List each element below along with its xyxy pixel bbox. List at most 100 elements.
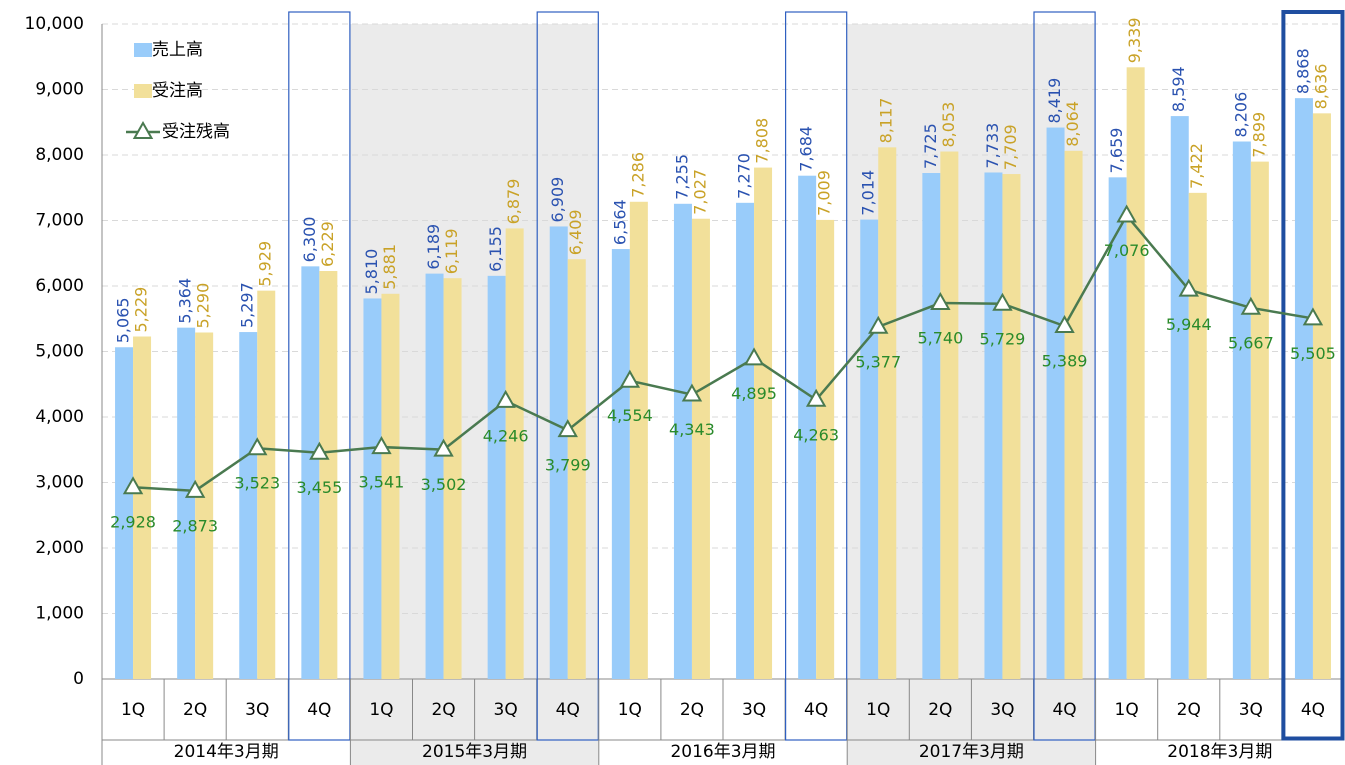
group-label: 2017年3月期 [919, 742, 1024, 762]
value-label: 4,554 [607, 406, 653, 425]
value-label: 5,297 [238, 282, 257, 328]
value-label: 6,189 [424, 224, 443, 270]
highlight-frame [536, 11, 599, 741]
highlight-frame [288, 11, 351, 741]
bar [133, 336, 152, 679]
x-tick-label: 3Q [494, 700, 518, 720]
bar [425, 273, 444, 679]
bar [860, 219, 879, 679]
y-tick-label: 10,000 [25, 14, 84, 34]
bar [1188, 192, 1207, 679]
value-label: 7,659 [1107, 128, 1126, 174]
value-label: 2,873 [172, 516, 218, 535]
y-tick-label: 0 [73, 669, 84, 689]
bar [1108, 177, 1127, 679]
marker [433, 438, 454, 457]
value-label: 8,064 [1063, 101, 1082, 147]
value-label: 8,636 [1311, 64, 1330, 110]
bar [1294, 98, 1313, 679]
value-label: 3,541 [359, 473, 405, 492]
value-label: 5,929 [256, 241, 275, 287]
x-tick-label: 3Q [1239, 700, 1263, 720]
marker [805, 388, 827, 407]
bar [1126, 67, 1145, 679]
marker [309, 441, 330, 460]
bar [1002, 174, 1021, 680]
y-tick-label: 5,000 [35, 342, 84, 362]
legend-marker [132, 120, 154, 139]
line [132, 213, 1314, 493]
marker [184, 479, 206, 498]
value-label: 5,944 [1166, 315, 1212, 334]
legend-swatch [134, 43, 152, 57]
value-label: 8,868 [1293, 48, 1312, 94]
legend-label: 受注高 [152, 81, 203, 101]
x-tick-label: 1Q [618, 700, 642, 720]
highlight-frame [1281, 10, 1345, 741]
x-tick-label: 1Q [121, 700, 145, 720]
marker [1116, 204, 1137, 223]
y-tick-label: 9,000 [35, 80, 84, 100]
y-tick-label: 1,000 [35, 604, 84, 624]
bar [239, 332, 258, 679]
value-label: 6,229 [318, 221, 337, 267]
bar [381, 293, 400, 679]
x-tick-label: 2Q [1177, 700, 1201, 720]
marker [495, 389, 516, 408]
y-tick-label: 6,000 [35, 276, 84, 296]
value-label: 3,502 [421, 475, 467, 494]
marker [1054, 314, 1075, 334]
value-label: 7,027 [690, 169, 709, 215]
marker [247, 437, 268, 456]
y-tick-label: 2,000 [35, 538, 84, 558]
group-label: 2015年3月期 [422, 742, 527, 762]
bar [301, 266, 320, 679]
value-label: 3,799 [545, 456, 591, 475]
marker [1302, 307, 1324, 326]
value-label: 7,733 [983, 123, 1002, 169]
bar [567, 259, 586, 679]
marker [371, 436, 392, 455]
bar [1046, 127, 1065, 680]
legend-label: 受注残高 [162, 122, 230, 142]
value-label: 7,009 [815, 170, 834, 216]
y-tick-label: 7,000 [35, 211, 84, 231]
value-label: 8,594 [1169, 66, 1188, 112]
value-label: 8,419 [1045, 78, 1064, 124]
value-label: 5,389 [1042, 352, 1088, 371]
bar [505, 228, 524, 679]
value-label: 7,422 [1187, 143, 1206, 189]
value-label: 7,076 [1104, 241, 1150, 260]
bar [1312, 113, 1331, 680]
value-label: 9,339 [1125, 17, 1144, 63]
bar [816, 219, 835, 679]
x-tick-label: 4Q [1301, 700, 1325, 720]
x-tick-label: 2Q [183, 700, 207, 720]
y-tick-label: 8,000 [35, 145, 84, 165]
marker [681, 383, 703, 402]
value-label: 6,300 [300, 217, 319, 263]
value-label: 6,879 [504, 179, 523, 225]
value-label: 4,263 [793, 425, 839, 444]
value-label: 7,709 [1001, 124, 1020, 170]
value-label: 5,290 [194, 283, 213, 329]
value-label: 2,928 [110, 513, 156, 532]
bar [319, 271, 338, 679]
value-label: 7,684 [797, 126, 816, 172]
bar [611, 249, 630, 680]
group-label: 2018年3月期 [1167, 742, 1272, 762]
highlight-frame [1033, 11, 1096, 741]
x-tick-label: 2Q [431, 700, 455, 720]
marker [868, 315, 889, 334]
value-label: 5,364 [176, 278, 195, 324]
bar [257, 290, 276, 679]
value-label: 3,523 [234, 474, 280, 493]
marker [1240, 296, 1262, 315]
x-tick-label: 3Q [245, 700, 269, 720]
bar [1170, 116, 1189, 679]
y-tick-label: 3,000 [35, 473, 84, 493]
value-label: 7,286 [628, 152, 647, 198]
x-tick-label: 1Q [866, 700, 890, 720]
bar [1064, 150, 1083, 680]
bar [629, 201, 648, 679]
